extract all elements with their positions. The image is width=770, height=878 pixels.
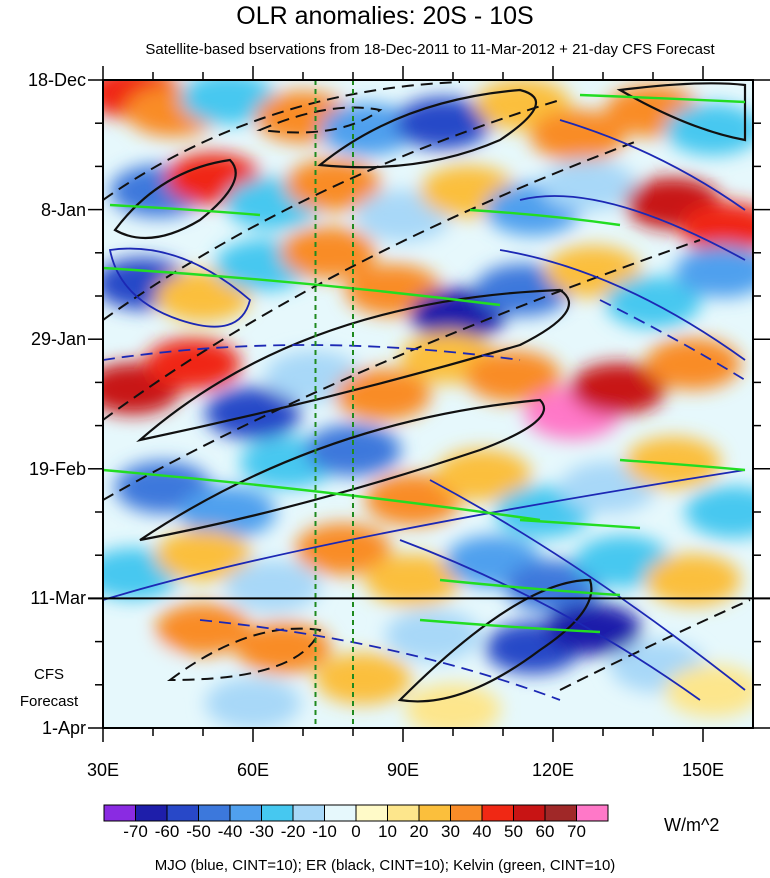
y-tick-label: 1-Apr <box>0 718 86 738</box>
colorbar-swatch <box>514 805 546 821</box>
colorbar-swatch <box>167 805 199 821</box>
anomaly-cell <box>665 665 761 717</box>
colorbar-swatch <box>356 805 388 821</box>
colorbar-units: W/m^2 <box>664 815 719 836</box>
x-tick-label: 150E <box>668 760 738 780</box>
anomaly-cell <box>645 338 741 390</box>
colorbar-swatch <box>262 805 294 821</box>
y-tick-label: 18-Dec <box>0 70 86 90</box>
anomaly-cell <box>225 560 321 612</box>
y-tick-label: 29-Jan <box>0 329 86 349</box>
x-tick-label: 60E <box>218 760 288 780</box>
colorbar-swatch <box>104 805 136 821</box>
colorbar-swatch <box>577 805 609 821</box>
colorbar-swatch <box>136 805 168 821</box>
y-tick-label: 11-Mar <box>0 588 86 608</box>
x-tick-label: 30E <box>68 760 138 780</box>
colorbar-swatch <box>419 805 451 821</box>
colorbar-swatch <box>388 805 420 821</box>
colorbar-swatch <box>293 805 325 821</box>
y-tick-label: 19-Feb <box>0 459 86 479</box>
colorbar-label: 70 <box>557 823 597 841</box>
y-tick-label: 8-Jan <box>0 200 86 220</box>
colorbar-swatch <box>451 805 483 821</box>
contour-legend: MJO (blue, CINT=10); ER (black, CINT=10)… <box>0 857 770 874</box>
colorbar-swatch <box>199 805 231 821</box>
anomaly-cell <box>205 677 301 729</box>
anomaly-cell <box>80 640 176 692</box>
colorbar-swatch <box>325 805 357 821</box>
anomaly-cell <box>145 338 241 390</box>
anomaly-cell <box>385 609 481 661</box>
anomaly-cell <box>665 103 761 155</box>
forecast-label-line2: Forecast <box>4 693 94 711</box>
anomaly-cell <box>540 159 636 211</box>
colorbar-swatch <box>482 805 514 821</box>
x-tick-label: 120E <box>518 760 588 780</box>
forecast-label-line1: CFS <box>4 666 94 684</box>
anomaly-cell <box>315 653 411 705</box>
colorbar-swatch <box>230 805 262 821</box>
colorbar-swatch <box>545 805 577 821</box>
x-tick-label: 90E <box>368 760 438 780</box>
